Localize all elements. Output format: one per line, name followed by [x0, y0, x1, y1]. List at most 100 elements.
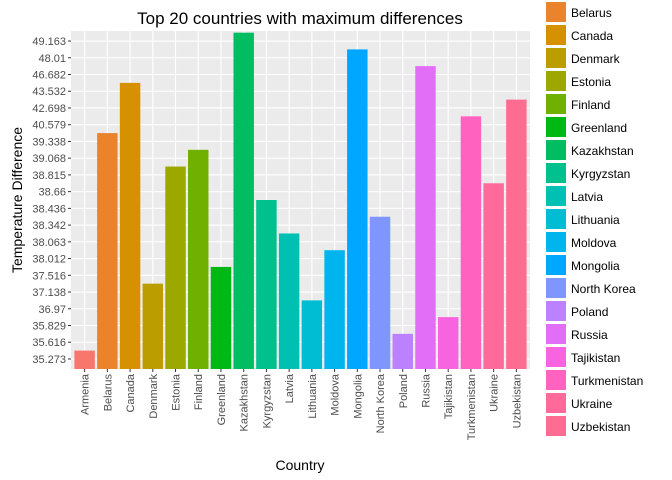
bar [437, 317, 459, 369]
legend-swatch [546, 393, 566, 413]
x-tick-label: Mongolia [352, 373, 364, 419]
bar [256, 200, 277, 369]
x-tick-label: Kyrgyzstan [261, 374, 273, 428]
legend-swatch [546, 163, 566, 183]
y-tick-label: 40.579 [32, 120, 66, 132]
y-tick-label: 35.829 [32, 320, 66, 332]
bar [142, 283, 164, 369]
y-tick-label: 38.436 [32, 203, 66, 215]
legend-swatch [546, 71, 566, 91]
legend-label: Poland [571, 305, 608, 319]
x-tick-label: Russia [420, 373, 432, 408]
legend-label: North Korea [571, 282, 636, 296]
legend-label: Estonia [571, 75, 611, 89]
x-tick-label: Latvia [284, 373, 296, 403]
legend-label: Mongolia [571, 259, 620, 273]
y-tick-label: 43.532 [32, 86, 66, 98]
y-tick-label: 38.815 [32, 170, 66, 182]
legend-swatch [546, 117, 566, 137]
legend-swatch [546, 25, 566, 45]
y-tick-label: 36.97 [38, 304, 66, 316]
legend-swatch [546, 278, 566, 298]
chart-title: Top 20 countries with maximum difference… [137, 9, 463, 28]
legend-label: Belarus [571, 6, 612, 20]
x-tick-label: Uzbekistan [511, 374, 523, 428]
legend-label: Canada [571, 29, 613, 43]
bar [347, 49, 368, 369]
y-tick-label: 38.012 [32, 254, 66, 266]
x-tick-label: Denmark [148, 374, 160, 419]
y-tick-label: 38.342 [32, 220, 66, 232]
bar [460, 116, 482, 369]
x-tick-label: Poland [398, 374, 410, 408]
x-tick-label: Armenia [80, 373, 92, 415]
legend-swatch [546, 370, 566, 390]
legend-label: Denmark [571, 52, 621, 66]
x-tick-label: Canada [125, 373, 137, 412]
bar [210, 266, 232, 369]
legend-label: Turkmenistan [571, 374, 643, 388]
x-tick-label: Kazakhstan [239, 374, 251, 431]
legend-swatch [546, 232, 566, 252]
legend-swatch [546, 324, 566, 344]
bar [278, 233, 300, 369]
bar [188, 149, 209, 369]
x-axis-title: Country [275, 457, 324, 473]
legend-swatch [546, 186, 566, 206]
legend-swatch [546, 347, 566, 367]
y-tick-label: 39.068 [32, 153, 66, 165]
legend-swatch [546, 255, 566, 275]
bar [506, 99, 527, 370]
y-axis-title: Temperature Difference [9, 127, 25, 273]
bar [165, 166, 186, 369]
bar [369, 216, 391, 369]
bars [74, 32, 527, 370]
y-tick-label: 42.698 [32, 103, 66, 115]
legend-label: Lithuania [571, 213, 620, 227]
legend-swatch [546, 416, 566, 436]
x-tick-label: Turkmenistan [466, 374, 478, 440]
x-tick-label: Lithuania [307, 373, 319, 419]
legend-label: Moldova [571, 236, 617, 250]
bar [97, 133, 118, 369]
legend-swatch [546, 209, 566, 229]
legend-label: Latvia [571, 190, 603, 204]
y-tick-label: 35.616 [32, 337, 66, 349]
bar [392, 333, 413, 369]
legend-label: Kazakhstan [571, 144, 634, 158]
x-tick-label: Greenland [216, 374, 228, 425]
x-tick-label: Ukraine [489, 374, 501, 412]
legend-swatch [546, 94, 566, 114]
x-tick-label: Belarus [102, 374, 114, 412]
legend-swatch [546, 301, 566, 321]
legend-label: Greenland [571, 121, 627, 135]
legend-label: Tajikistan [571, 351, 620, 365]
y-tick-label: 37.138 [32, 287, 66, 299]
x-tick-label: Tajikistan [443, 374, 455, 419]
bar [415, 66, 436, 369]
y-tick-label: 49.163 [32, 36, 66, 48]
y-tick-label: 38.063 [32, 237, 66, 249]
y-tick-label: 38.66 [38, 187, 66, 199]
y-tick-label: 39.338 [32, 136, 66, 148]
y-tick-label: 37.516 [32, 270, 66, 282]
bar [119, 82, 141, 370]
x-tick-label: Finland [193, 374, 205, 410]
bar [483, 183, 504, 369]
legend-swatch [546, 2, 566, 22]
y-axis-ticks: 35.273 35.616 35.829 36.97 37.138 37.516 38.01… [32, 36, 71, 366]
legend-label: Russia [571, 328, 608, 342]
y-tick-label: 46.682 [32, 70, 66, 82]
bar [74, 350, 95, 369]
bar [301, 300, 323, 369]
y-tick-label: 48.01 [38, 53, 66, 65]
x-tick-label: Moldova [330, 373, 342, 415]
legend-label: Uzbekistan [571, 420, 630, 434]
bar [324, 250, 345, 369]
x-tick-label: Estonia [171, 373, 183, 411]
legend-label: Ukraine [571, 397, 613, 411]
legend-label: Finland [571, 98, 610, 112]
legend-label: Kyrgyzstan [571, 167, 630, 181]
bar [233, 32, 254, 369]
